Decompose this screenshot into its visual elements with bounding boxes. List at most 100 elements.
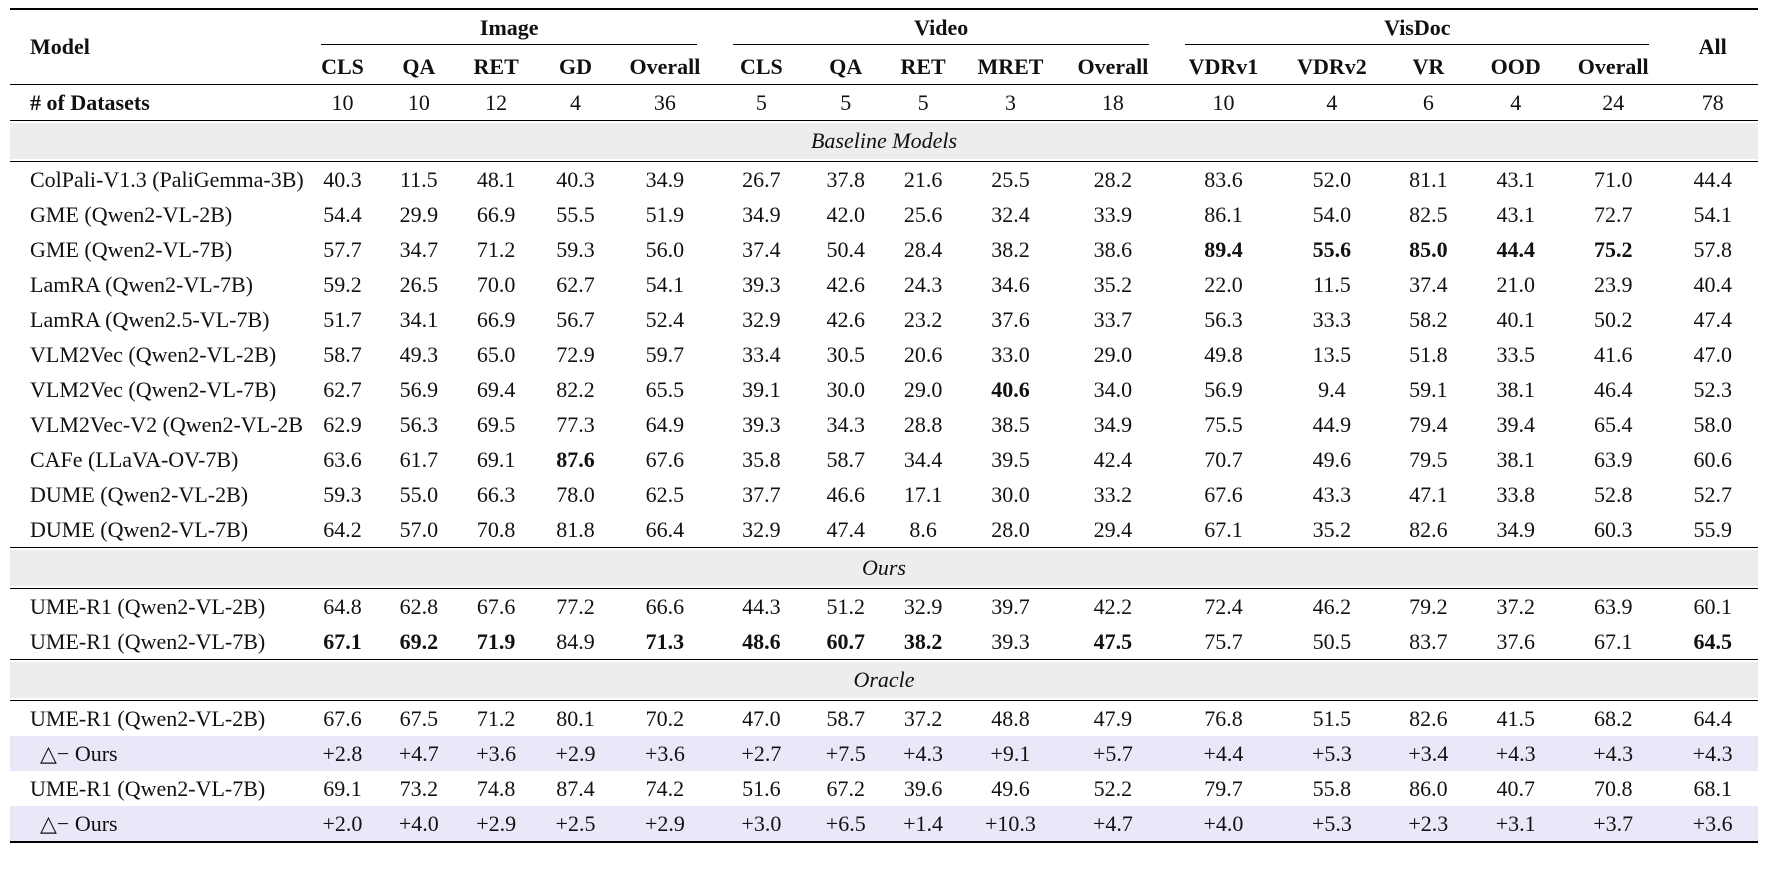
value-cell: 64.2 [323,516,362,542]
value-cell: 73.2 [399,775,439,801]
value-cell: 66.9 [476,201,516,227]
value-cell: +3.1 [1472,806,1559,842]
value-cell: 43.3 [1312,481,1352,507]
value-cell: 55.9 [1693,516,1732,542]
value-cell: 70.7 [1204,446,1243,472]
value-cell: 71.9 [476,628,516,654]
value-cell: 42.0 [826,201,865,227]
value-cell: 41.6 [1593,341,1633,367]
value-cell: 60.7 [826,628,865,654]
model-row: GME (Qwen2-VL-2B) 54.4 29.9 66.9 55.5 51.9 34.… [10,197,1758,232]
value-cell: 5 [755,89,767,115]
value-cell: 71.0 [1593,166,1633,192]
value-cell: 61.7 [399,446,439,472]
value-cell: 60.6 [1693,446,1732,472]
value-cell: 60.3 [1593,516,1633,542]
value-cell: 47.4 [826,516,865,542]
model-row: ColPali-V1.3 (PaliGemma-3B) 40.3 11.5 48.1 4… [10,162,1758,198]
value-cell: +1.4 [883,806,963,842]
value-cell: 68.1 [1693,775,1732,801]
value-cell: 17.1 [903,481,943,507]
value-cell: 64.9 [645,411,685,437]
value-cell: 47.4 [1693,306,1732,332]
value-cell: 36 [653,89,676,115]
value-cell: +4.7 [381,736,456,771]
value-cell: 28.8 [903,411,943,437]
value-cell: 67.6 [476,593,516,619]
value-cell: 82.6 [1409,705,1448,731]
value-cell: 38.6 [1093,236,1133,262]
value-cell: 49.8 [1204,341,1243,367]
value-cell: 70.2 [645,705,685,731]
value-cell: +3.0 [715,806,808,842]
model-name: DUME (Qwen2-VL-2B) [30,481,249,507]
value-cell: 66.3 [476,481,516,507]
value-cell: +3.4 [1384,736,1473,771]
value-cell: 86.0 [1409,775,1448,801]
video-group-label: Video [733,15,1150,45]
model-name: VLM2Vec-V2 (Qwen2-VL-2B) [30,411,304,437]
visdoc-group-header: VisDoc [1167,9,1667,49]
value-cell: +4.0 [381,806,456,842]
value-cell: 32.4 [991,201,1030,227]
model-name: ColPali-V1.3 (PaliGemma-3B) [30,166,304,192]
value-cell: 30.5 [826,341,865,367]
model-row: DUME (Qwen2-VL-2B) 59.3 55.0 66.3 78.0 62.5 37… [10,477,1758,512]
model-name: UME-R1 (Qwen2-VL-7B) [30,775,266,801]
value-cell: 84.9 [556,628,595,654]
model-row: VLM2Vec (Qwen2-VL-7B) 62.7 56.9 69.4 82.2 65.… [10,372,1758,407]
value-cell: 37.2 [903,705,943,731]
value-cell: 51.7 [323,306,362,332]
value-cell: 47.5 [1093,628,1133,654]
value-cell: 58.7 [826,705,865,731]
model-name: DUME (Qwen2-VL-7B) [30,516,249,542]
value-cell: 39.6 [903,775,943,801]
value-cell: 68.2 [1593,705,1633,731]
value-cell: +2.9 [536,736,615,771]
value-cell: 59.3 [323,481,362,507]
value-cell: 38.2 [991,236,1030,262]
model-row: VLM2Vec-V2 (Qwen2-VL-2B) 62.9 56.3 69.5 77.3… [10,407,1758,442]
value-cell: 66.4 [645,516,685,542]
value-cell: 59.3 [556,236,595,262]
col-header-video-qa: QA [807,49,884,85]
table-header: Model Image Video VisDoc All CLS QA RET … [10,9,1758,85]
value-cell: 83.7 [1409,628,1448,654]
value-cell: +5.3 [1279,806,1385,842]
value-cell: 9.4 [1318,376,1346,402]
section-band-cell: Oracle [10,659,1758,701]
value-cell: 46.4 [1593,376,1633,402]
col-header-image-qa: QA [381,49,456,85]
value-cell: 37.8 [826,166,865,192]
col-header-visdoc-ood: OOD [1472,49,1559,85]
all-column-header: All [1667,9,1758,85]
value-cell: 32.9 [742,306,781,332]
value-cell: 24 [1602,89,1625,115]
value-cell: 69.2 [399,628,439,654]
col-header-video-ret: RET [883,49,963,85]
value-cell: 56.7 [556,306,595,332]
value-cell: 28.2 [1093,166,1133,192]
value-cell: 72.4 [1204,593,1243,619]
value-cell: 87.6 [556,446,595,472]
model-row: DUME (Qwen2-VL-7B) 64.2 57.0 70.8 81.8 66.4 32… [10,512,1758,548]
value-cell: 38.2 [903,628,943,654]
value-cell: 30.0 [826,376,865,402]
value-cell: 33.4 [742,341,781,367]
section-title: Ours [10,550,1758,586]
value-cell: 11.5 [1313,271,1351,297]
value-cell: 34.6 [991,271,1030,297]
value-cell: 75.7 [1204,628,1243,654]
value-cell: 34.3 [826,411,865,437]
value-cell: 50.5 [1312,628,1352,654]
value-cell: 39.3 [742,271,781,297]
value-cell: 52.8 [1593,481,1633,507]
value-cell: 47.1 [1409,481,1448,507]
value-cell: +5.7 [1058,736,1168,771]
value-cell: +2.0 [303,806,382,842]
value-cell: 46.2 [1312,593,1352,619]
section-band-row: Ours [10,547,1758,589]
value-cell: 74.2 [645,775,685,801]
model-row: VLM2Vec (Qwen2-VL-2B) 58.7 49.3 65.0 72.9 59.… [10,337,1758,372]
value-cell: 40.3 [323,166,362,192]
